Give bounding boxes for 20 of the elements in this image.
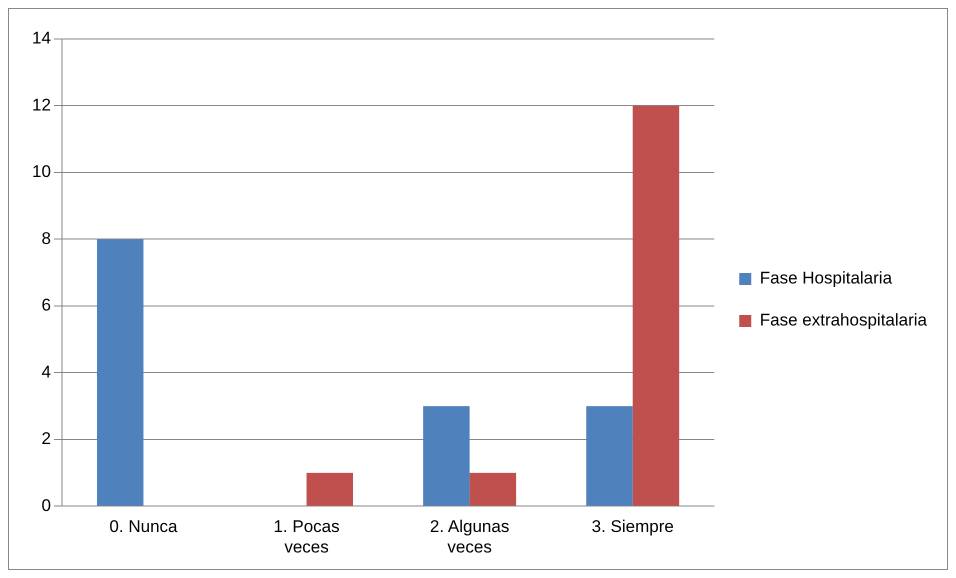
y-tick-label: 2 xyxy=(41,429,51,448)
bar xyxy=(96,239,144,506)
bar xyxy=(470,472,516,506)
y-tick-label: 8 xyxy=(41,228,51,248)
x-tick-label: 1. Pocas veces xyxy=(273,517,340,556)
bar xyxy=(632,106,680,506)
x-tick-label: 0. Nunca xyxy=(109,517,178,536)
legend-label: Fase extrahospitalaria xyxy=(760,310,928,330)
y-tick-label: 10 xyxy=(32,162,51,182)
y-tick-label: 4 xyxy=(41,362,51,382)
bar xyxy=(306,472,354,506)
y-tick-label: 14 xyxy=(32,28,51,48)
y-tick-label: 0 xyxy=(41,496,51,515)
y-tick-label: 6 xyxy=(41,296,51,315)
x-tick-label: 3. Siempre xyxy=(592,517,674,536)
bar xyxy=(423,406,470,506)
legend-label: Fase Hospitalaria xyxy=(760,268,893,288)
bar xyxy=(586,406,633,506)
y-tick-label: 12 xyxy=(32,95,51,114)
x-tick-label: 2. Algunas veces xyxy=(430,517,510,556)
